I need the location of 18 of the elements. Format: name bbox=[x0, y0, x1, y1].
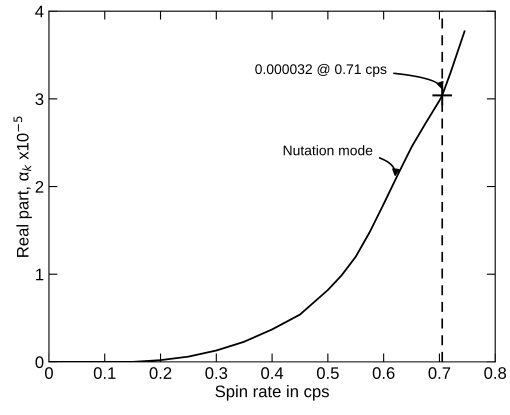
x-tick-label: 0.1 bbox=[94, 367, 116, 379]
x-tick-label: 0.2 bbox=[150, 367, 172, 379]
x-axis-title: Spin rate in cps bbox=[215, 385, 329, 401]
x-tick-label: 0.5 bbox=[316, 367, 339, 379]
annotation: 0.000032 @ 0.71 cps bbox=[255, 64, 386, 77]
x-tick-label: 0.4 bbox=[261, 367, 284, 379]
x-tick-label: 0 bbox=[44, 367, 53, 379]
y-tick-label: 4 bbox=[35, 6, 44, 18]
annotation: Nutation mode bbox=[284, 145, 372, 156]
y-tick-label: 2 bbox=[36, 180, 44, 193]
x-tick-label: 0.3 bbox=[205, 367, 228, 379]
x-tick-label: 0.7 bbox=[428, 367, 450, 379]
y-axis-title: Real part, α$_{k}$ x10$^{−5}$ bbox=[14, 116, 32, 257]
x-tick-label: 0.8 bbox=[484, 367, 506, 379]
y-tick-label: 0 bbox=[35, 356, 44, 368]
x-tick-label: 0.6 bbox=[372, 367, 394, 379]
y-tick-label: 3 bbox=[35, 93, 44, 106]
y-tick-label: 1 bbox=[36, 268, 44, 280]
